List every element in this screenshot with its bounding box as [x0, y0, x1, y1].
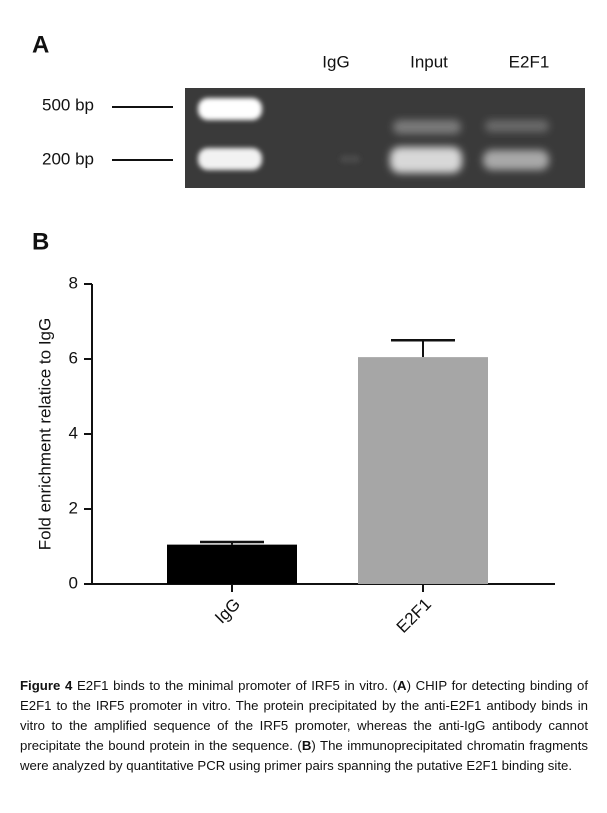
lane-label: IgG [322, 52, 349, 71]
x-tick-label: IgG [211, 595, 244, 628]
bar [167, 544, 297, 584]
caption-text: Figure 4 [20, 678, 73, 693]
y-tick-label: 0 [69, 573, 78, 592]
lane-label: E2F1 [509, 52, 550, 71]
caption-text: B [301, 738, 312, 753]
figure: A IgG Input E2F1 500 bp 200 bp B Fold en… [32, 31, 585, 637]
caption-text: A [397, 678, 407, 693]
y-tick-label: 8 [69, 273, 78, 292]
panel-label: B [32, 228, 49, 255]
y-tick-label: 4 [69, 423, 78, 442]
marker-label: 200 bp [42, 149, 94, 168]
y-tick-label: 2 [69, 498, 78, 517]
caption-text: E2F1 binds to the minimal promoter of IR… [72, 678, 398, 693]
lane-label: Input [410, 52, 448, 71]
marker-label: 500 bp [42, 95, 94, 114]
y-axis-title: Fold enrichment relatice to IgG [35, 318, 54, 550]
caption: Figure 4 E2F1 binds to the minimal promo… [20, 676, 588, 776]
bar [358, 357, 488, 584]
x-tick-label: E2F1 [393, 595, 435, 637]
y-tick-label: 6 [69, 348, 78, 367]
panel-label: A [32, 31, 49, 58]
gel [185, 88, 585, 188]
caption-text: ) The immunoprecipitated chromatin fragm… [20, 738, 589, 773]
caption-text: ) CHIP for detecting binding of E2F1 to … [20, 678, 589, 753]
